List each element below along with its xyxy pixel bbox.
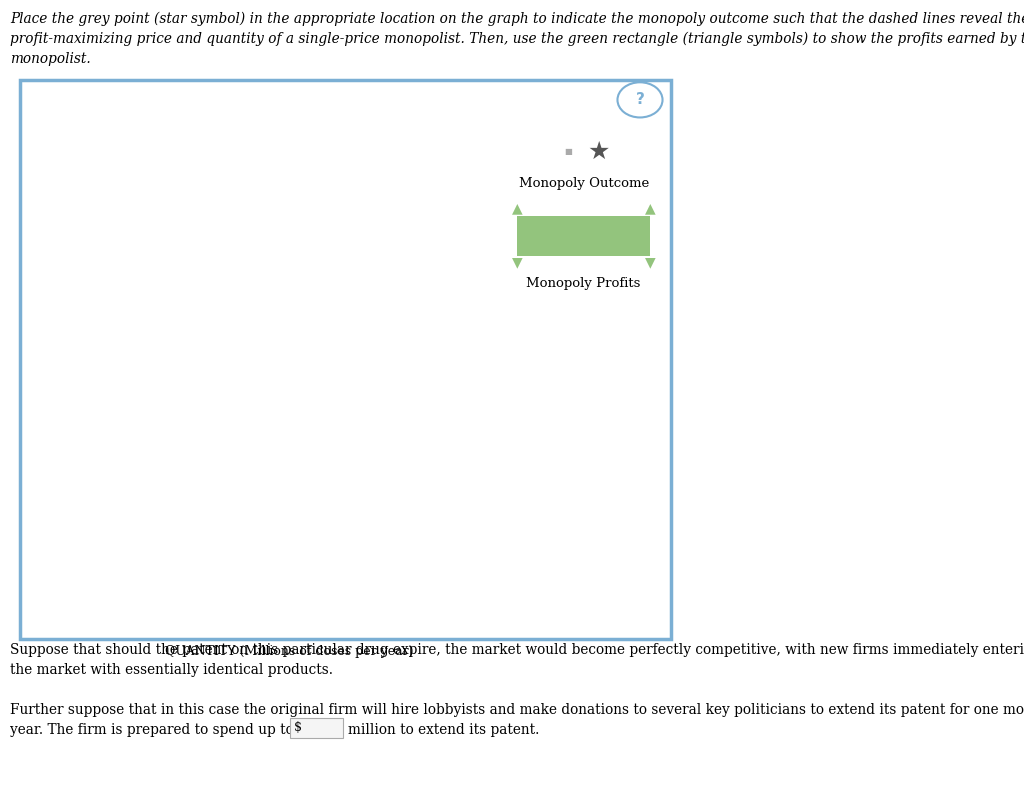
Text: ?: ? bbox=[636, 93, 644, 107]
Text: ■: ■ bbox=[564, 147, 572, 157]
Text: ▲: ▲ bbox=[645, 201, 655, 216]
Text: Suppose that should the patent on this particular drug expire, the market would : Suppose that should the patent on this p… bbox=[10, 643, 1024, 658]
Text: ▼: ▼ bbox=[645, 256, 655, 270]
Text: profit-maximizing price and quantity of a single-price monopolist. Then, use the: profit-maximizing price and quantity of … bbox=[10, 32, 1024, 46]
Text: ▲: ▲ bbox=[512, 201, 522, 216]
X-axis label: QUANTITY (Millions of doses per year): QUANTITY (Millions of doses per year) bbox=[165, 645, 414, 658]
Text: $: $ bbox=[294, 721, 302, 734]
Text: Monopoly Outcome: Monopoly Outcome bbox=[518, 177, 649, 190]
Y-axis label: PRICE (Dollars per dose): PRICE (Dollars per dose) bbox=[43, 288, 55, 447]
Text: Further suppose that in this case the original firm will hire lobbyists and make: Further suppose that in this case the or… bbox=[10, 703, 1024, 718]
Text: year. The firm is prepared to spend up to: year. The firm is prepared to spend up t… bbox=[10, 723, 294, 737]
Text: ▼: ▼ bbox=[512, 256, 522, 270]
Text: Demand: Demand bbox=[416, 590, 465, 602]
Text: million to extend its patent.: million to extend its patent. bbox=[348, 723, 540, 737]
Text: MC = ATC: MC = ATC bbox=[416, 495, 479, 509]
Text: MR: MR bbox=[294, 590, 315, 602]
Text: ★: ★ bbox=[588, 140, 610, 164]
Text: Monopoly Profits: Monopoly Profits bbox=[526, 277, 641, 290]
Text: monopolist.: monopolist. bbox=[10, 52, 91, 66]
Text: the market with essentially identical products.: the market with essentially identical pr… bbox=[10, 663, 333, 678]
Text: Place the grey point (star symbol) in the appropriate location on the graph to i: Place the grey point (star symbol) in th… bbox=[10, 12, 1024, 26]
